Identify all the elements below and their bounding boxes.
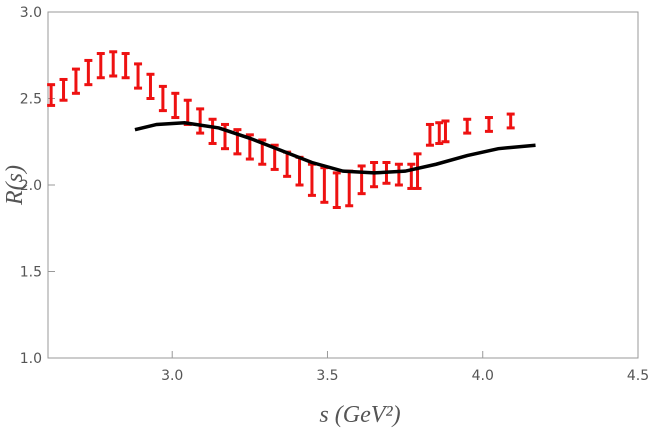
x-tick-label: 4.5 [627,368,649,384]
error-bar [121,52,130,80]
error-bar [357,164,366,196]
error-bar [196,107,205,135]
y-tick-label: 1.5 [20,265,42,281]
error-bar [146,72,155,100]
x-axis-label: s (GeV²) [319,402,400,428]
y-axis-label: R(s) [2,165,28,206]
error-bar [109,50,118,78]
error-bar [484,116,493,133]
error-bar [47,83,56,107]
error-bar [158,84,167,113]
error-bar [183,98,192,126]
error-bar [413,152,422,190]
error-bar [84,58,93,87]
error-bar [59,77,68,102]
error-bar [463,117,472,135]
x-tick-label: 4.0 [472,368,494,384]
error-bar [208,117,217,145]
error-bar [332,171,341,209]
y-tick-label: 2.5 [20,92,42,108]
error-bar [295,155,304,187]
error-bar [506,112,515,130]
curve [134,120,536,175]
error-bar [134,62,143,90]
y-tick-label: 2.0 [20,178,42,194]
x-tick-label: 3.0 [161,368,183,384]
error-bar [171,91,180,120]
y-tick-label: 3.0 [20,5,42,21]
error-bar [320,166,329,204]
error-bar [394,162,403,187]
x-tick-label: 3.5 [316,368,338,384]
error-bar [71,67,80,95]
error-bar [441,119,450,144]
y-tick-label: 1.0 [20,351,42,367]
error-bar [435,121,444,145]
error-bar [96,52,105,80]
error-bar [345,169,354,208]
error-bar [425,122,434,147]
error-bar [307,162,316,197]
